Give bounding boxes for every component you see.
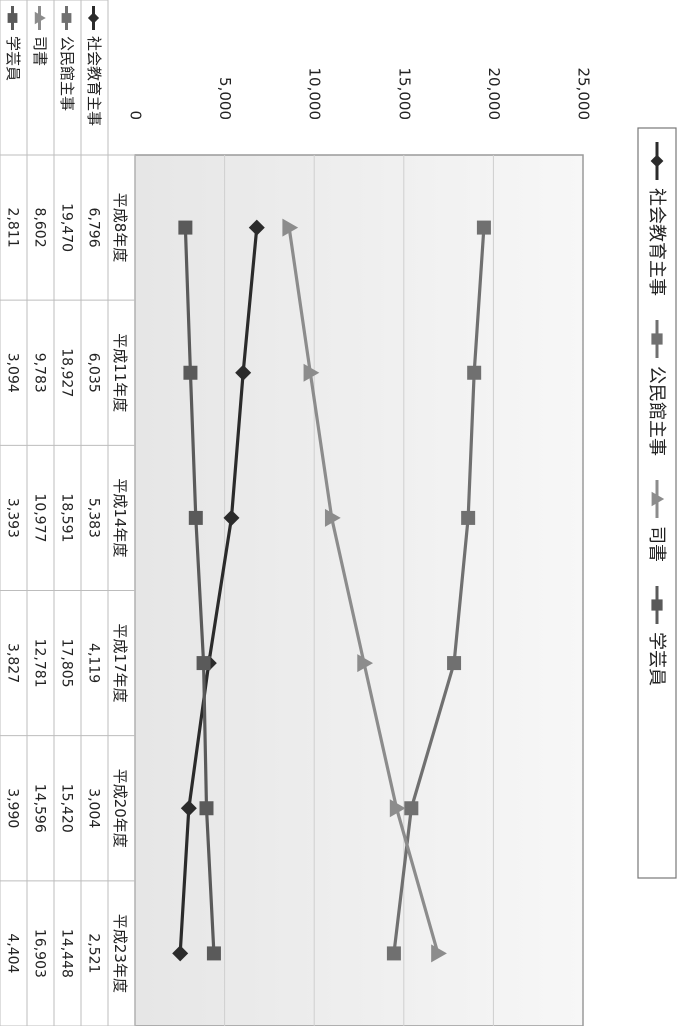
data-point bbox=[386, 946, 401, 961]
data-point bbox=[282, 218, 299, 237]
table-key-marker bbox=[61, 13, 72, 23]
x-category-label: 平成20年度 bbox=[111, 769, 129, 848]
table-cell: 14,448 bbox=[59, 929, 75, 978]
table-cell: 6,035 bbox=[86, 353, 102, 393]
table-cell: 2,811 bbox=[5, 208, 21, 248]
legend-label-2: 公民館主事 bbox=[646, 366, 667, 456]
x-category-label: 平成8年度 bbox=[111, 193, 129, 263]
series-line-3 bbox=[287, 227, 440, 954]
table-cell: 4,404 bbox=[5, 933, 21, 973]
table-key-marker bbox=[34, 11, 46, 25]
data-point bbox=[357, 654, 374, 673]
table-series-name: 学芸員 bbox=[4, 36, 22, 81]
legend-label-3: 司書 bbox=[646, 526, 667, 562]
y-tick-label: 15,000 bbox=[395, 68, 413, 121]
table-cell: 3,990 bbox=[5, 788, 21, 828]
legend-marker-4 bbox=[651, 599, 663, 611]
table-cell: 2,521 bbox=[86, 933, 102, 973]
table-cell: 19,470 bbox=[59, 203, 75, 252]
series-2 bbox=[386, 220, 491, 961]
data-point bbox=[248, 219, 265, 236]
y-tick-label: 10,000 bbox=[306, 68, 324, 121]
table-cell: 3,004 bbox=[86, 788, 102, 828]
table-series-name: 司書 bbox=[31, 36, 49, 66]
table-key-marker bbox=[87, 12, 100, 24]
data-point bbox=[476, 220, 491, 235]
table-cell: 14,596 bbox=[32, 784, 48, 833]
data-point bbox=[199, 801, 214, 816]
plot-area bbox=[134, 154, 584, 1026]
legend-marker-3 bbox=[651, 491, 665, 507]
table-cell: 3,827 bbox=[5, 643, 21, 683]
table-cell: 4,119 bbox=[86, 643, 102, 683]
table-cell: 5,383 bbox=[86, 498, 102, 538]
series-line-1 bbox=[178, 227, 259, 954]
data-point bbox=[404, 801, 419, 816]
data-point bbox=[196, 656, 211, 671]
series-line-4 bbox=[183, 227, 216, 954]
x-category-label: 平成14年度 bbox=[111, 478, 129, 557]
x-category-label: 平成17年度 bbox=[111, 624, 129, 703]
data-point bbox=[303, 363, 320, 382]
y-tick-label: 0 bbox=[127, 110, 145, 120]
table-cell: 18,927 bbox=[59, 348, 75, 397]
data-point bbox=[467, 365, 482, 380]
table-key-marker bbox=[7, 13, 18, 23]
y-tick-label: 25,000 bbox=[575, 68, 593, 121]
table-cell: 9,783 bbox=[32, 353, 48, 393]
table-series-name: 公民館主事 bbox=[58, 36, 76, 111]
table-cell: 8,602 bbox=[32, 208, 48, 248]
data-point bbox=[206, 946, 221, 961]
legend-marker-2 bbox=[651, 333, 663, 345]
y-tick-label: 5,000 bbox=[216, 77, 234, 120]
data-point bbox=[324, 508, 341, 527]
table-cell: 12,781 bbox=[32, 639, 48, 688]
series-1 bbox=[172, 219, 265, 962]
table-series-name: 社会教育主事 bbox=[85, 36, 103, 126]
series-3 bbox=[282, 218, 447, 963]
data-point bbox=[223, 509, 240, 526]
x-category-label: 平成23年度 bbox=[111, 914, 129, 993]
data-point bbox=[447, 656, 462, 671]
data-point bbox=[235, 364, 252, 381]
data-point bbox=[172, 945, 189, 962]
data-point bbox=[431, 944, 447, 963]
data-point bbox=[461, 510, 476, 525]
data-point bbox=[178, 220, 193, 235]
data-point bbox=[183, 365, 198, 380]
table-cell: 16,903 bbox=[32, 929, 48, 978]
legend-label-4: 学芸員 bbox=[646, 632, 667, 686]
x-category-label: 平成11年度 bbox=[111, 333, 129, 412]
table-cell: 15,420 bbox=[59, 784, 75, 833]
series-4 bbox=[178, 220, 221, 961]
data-point bbox=[188, 510, 203, 525]
data-point bbox=[389, 799, 406, 818]
table-cell: 3,393 bbox=[5, 498, 21, 538]
table-cell: 10,977 bbox=[32, 493, 48, 542]
data-point bbox=[180, 800, 197, 817]
table-cell: 3,094 bbox=[5, 353, 21, 393]
table-cell: 6,796 bbox=[86, 208, 102, 248]
legend-label-1: 社会教育主事 bbox=[646, 188, 667, 296]
table-cell: 17,805 bbox=[59, 639, 75, 688]
table-cell: 18,591 bbox=[59, 493, 75, 542]
series-line-2 bbox=[392, 227, 486, 954]
y-tick-label: 20,000 bbox=[485, 68, 503, 121]
